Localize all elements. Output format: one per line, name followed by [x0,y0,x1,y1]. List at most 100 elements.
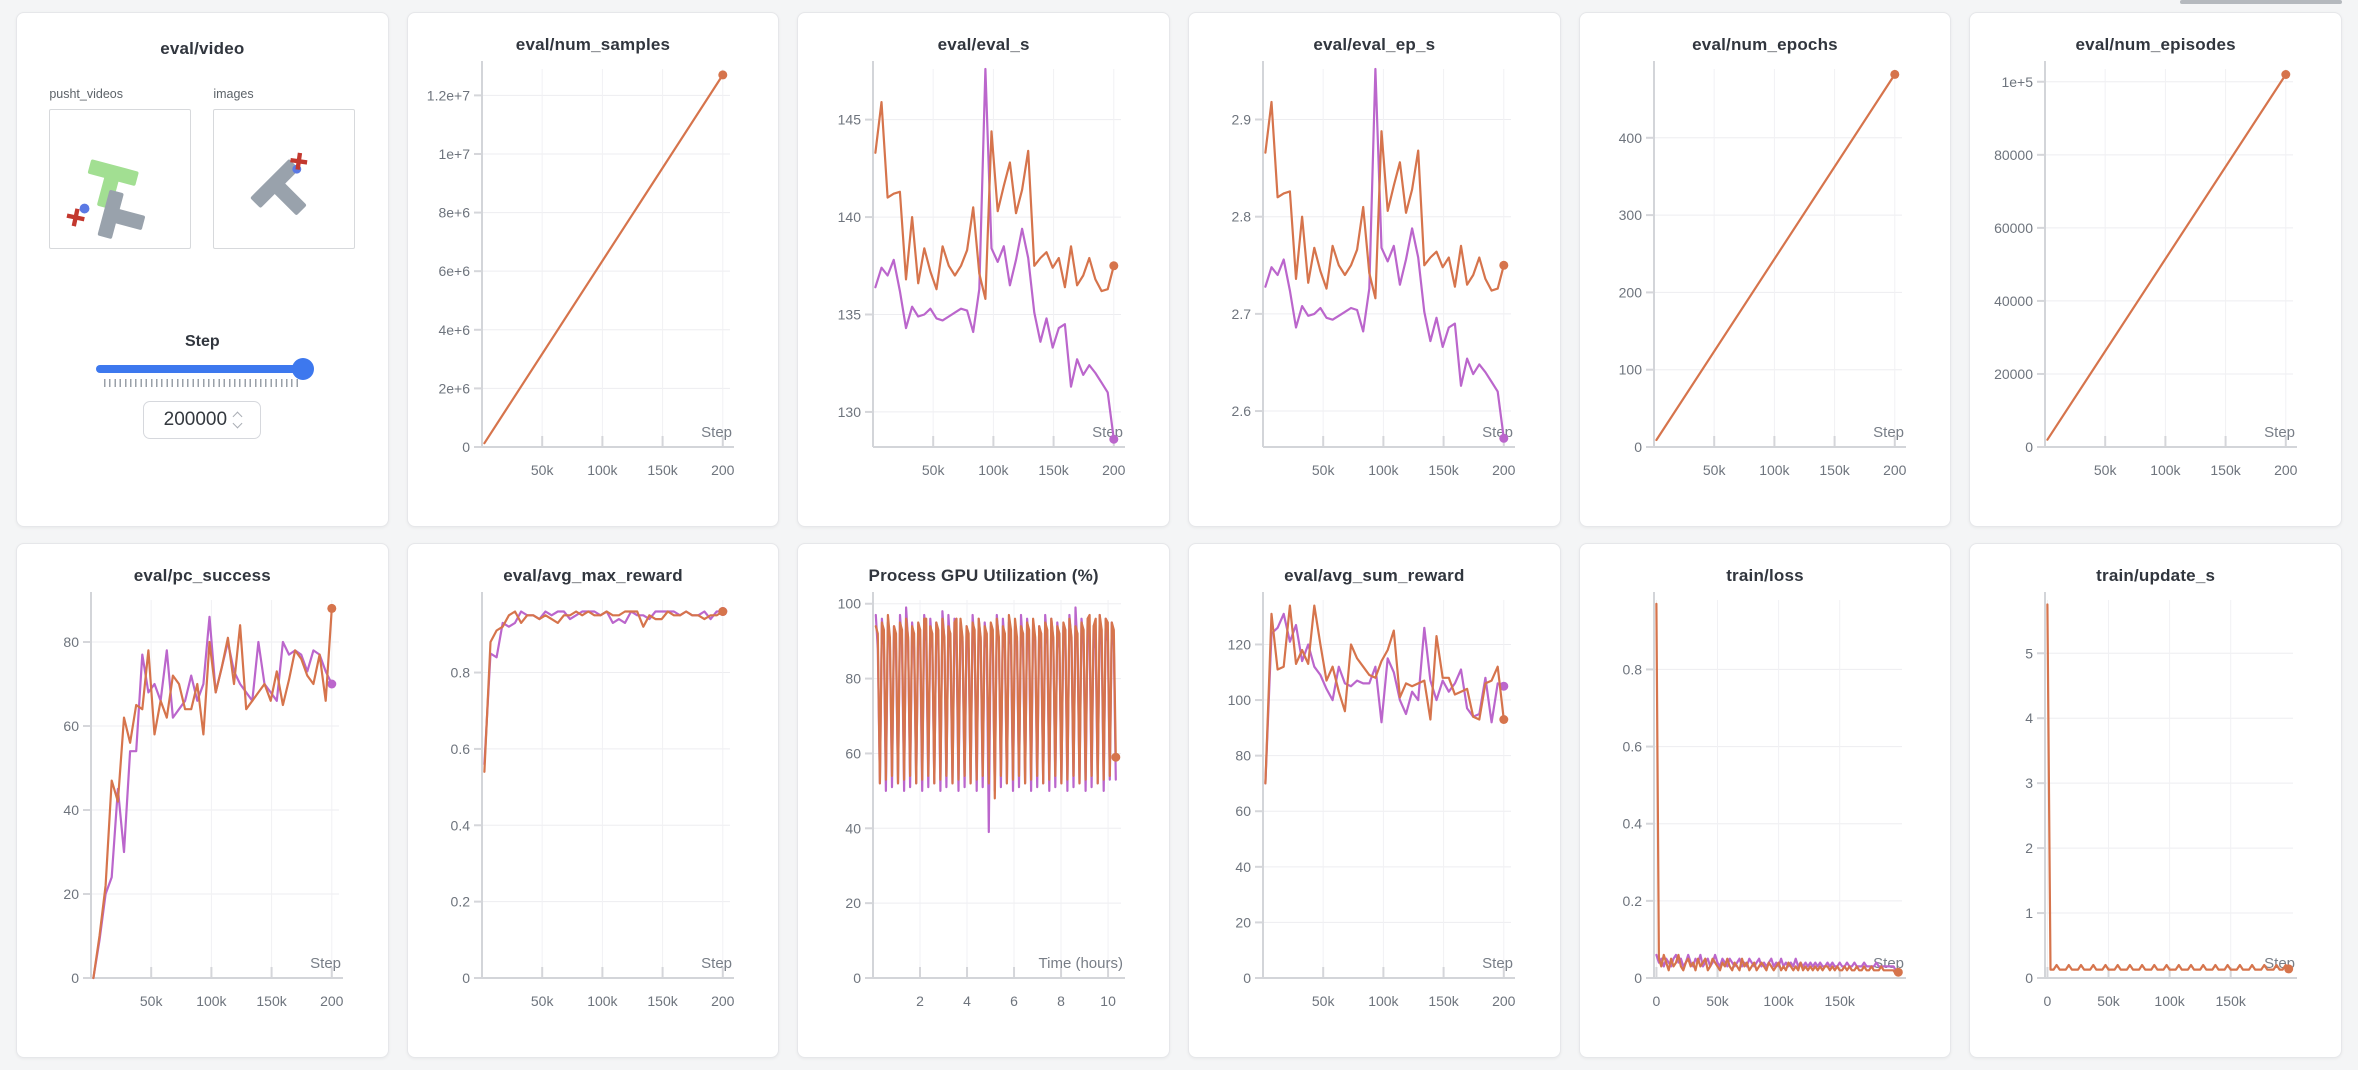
svg-text:0.6: 0.6 [1623,739,1643,755]
step-number-input[interactable]: 200000 [143,401,262,439]
svg-text:2.9: 2.9 [1232,112,1252,128]
svg-text:20: 20 [1236,914,1252,930]
svg-text:2: 2 [2025,840,2033,856]
svg-text:80000: 80000 [1994,147,2033,163]
svg-text:8e+6: 8e+6 [438,205,470,221]
step-slider[interactable] [96,358,315,380]
svg-text:200: 200 [1492,462,1516,478]
svg-text:2e+6: 2e+6 [438,380,470,396]
svg-text:130: 130 [837,404,861,420]
svg-text:0: 0 [462,970,470,986]
line-chart[interactable]: 0 20 40 60 80 100 2 4 6 8 10 Time (hours) [813,586,1155,1038]
svg-text:2.6: 2.6 [1232,403,1252,419]
horizontal-scrollbar[interactable] [2180,0,2342,4]
svg-text:100k: 100k [587,462,618,478]
images-scene-image [251,152,308,215]
svg-text:100k: 100k [1369,462,1400,478]
svg-text:120: 120 [1228,636,1252,652]
svg-text:50k: 50k [140,993,164,1009]
svg-text:300: 300 [1619,207,1643,223]
step-slider-track[interactable] [96,365,309,373]
line-chart[interactable]: 2.6 2.7 2.8 2.9 50k 100k 150k 200 Step [1203,55,1545,507]
panel-title: eval/avg_sum_reward [1284,566,1465,585]
svg-text:Step: Step [2264,424,2295,441]
svg-text:60: 60 [1236,803,1252,819]
svg-text:150k: 150k [647,462,678,478]
panel-title: eval/num_epochs [1692,35,1838,54]
svg-text:0: 0 [72,970,80,986]
svg-text:150k: 150k [1819,462,1850,478]
panel-title: eval/avg_max_reward [503,566,683,585]
svg-text:2.8: 2.8 [1232,209,1252,225]
svg-text:200: 200 [1619,284,1643,300]
svg-text:150k: 150k [1429,462,1460,478]
svg-text:150k: 150k [1038,462,1069,478]
svg-text:50k: 50k [922,462,946,478]
svg-text:200: 200 [1102,462,1126,478]
svg-text:3: 3 [2025,775,2033,791]
svg-text:2.7: 2.7 [1232,306,1252,322]
svg-text:Step: Step [701,424,732,441]
panel-title: eval/pc_success [133,566,271,585]
line-chart[interactable]: 130 135 140 145 50k 100k 150k 200 Step [813,55,1155,507]
media-key-label: pusht_videos [49,87,123,101]
svg-text:50k: 50k [1703,462,1727,478]
svg-text:40: 40 [845,820,861,836]
line-chart[interactable]: 0 100 200 300 400 50k 100k 150k 200 Step [1594,55,1936,507]
svg-text:150k: 150k [647,993,678,1009]
panel-gpu-utilization: Process GPU Utilization (%) 0 20 40 60 80 100… [797,543,1170,1058]
svg-text:200: 200 [320,993,344,1009]
line-chart[interactable]: 0 20 40 60 80 100 120 50k 100k 150k 200 Step [1203,586,1545,1038]
svg-text:50k: 50k [1706,993,1730,1009]
svg-text:Step: Step [1482,955,1513,972]
svg-text:40000: 40000 [1994,293,2033,309]
svg-text:4: 4 [2025,710,2033,726]
svg-text:Step: Step [701,955,732,972]
svg-text:0: 0 [1653,993,1661,1009]
svg-text:100k: 100k [1763,993,1794,1009]
pusht-scene-image [66,159,146,239]
svg-text:6: 6 [1010,993,1018,1009]
line-chart[interactable]: 0 20000 40000 60000 80000 1e+5 50k 100k 150k 200 S… [1985,55,2327,507]
pusht-video-thumbnail[interactable] [49,109,192,249]
spinner-down-icon[interactable] [232,418,243,429]
agent-dot-icon [79,203,90,214]
number-spinner [232,411,243,429]
svg-text:5: 5 [2025,645,2033,661]
panel-title: eval/eval_s [937,35,1030,54]
images-thumbnail[interactable] [213,109,356,249]
step-slider-thumb[interactable] [292,358,315,380]
svg-text:0: 0 [2043,993,2051,1009]
svg-text:0: 0 [1634,439,1642,455]
svg-text:20: 20 [64,886,80,902]
svg-text:0: 0 [2025,970,2033,986]
line-chart[interactable]: 0 20 40 60 80 50k 100k 150k 200 Step [31,586,373,1038]
svg-text:145: 145 [837,112,861,128]
svg-text:100k: 100k [1369,993,1400,1009]
panel-title: eval/video [160,39,245,58]
svg-text:1e+7: 1e+7 [438,146,470,162]
media-thumbnails-row: pusht_videos [17,87,388,249]
svg-text:0: 0 [2025,439,2033,455]
svg-text:100k: 100k [197,993,228,1009]
svg-text:50k: 50k [2097,993,2121,1009]
svg-text:140: 140 [837,209,861,225]
svg-text:1.2e+7: 1.2e+7 [427,87,470,103]
line-chart[interactable]: 0 2e+6 4e+6 6e+6 8e+6 1e+7 1.2e+7 50k 100k 150k 20… [422,55,764,507]
svg-text:80: 80 [64,634,80,650]
media-key-label: images [213,87,254,101]
svg-text:0: 0 [853,970,861,986]
svg-text:20000: 20000 [1994,366,2033,382]
svg-text:Step: Step [310,955,341,972]
step-value[interactable]: 200000 [163,409,228,430]
svg-text:1: 1 [2025,905,2033,921]
svg-text:200: 200 [1492,993,1516,1009]
panel-eval-avg-max-reward: eval/avg_max_reward 0 0.2 0.4 0.6 0.8 50k 100k… [406,543,780,1058]
svg-text:0.8: 0.8 [451,665,471,681]
line-chart[interactable]: 0 0.2 0.4 0.6 0.8 50k 100k 150k 200 Step [422,586,764,1038]
panel-title: Process GPU Utilization (%) [868,566,1099,585]
svg-text:100k: 100k [978,462,1009,478]
